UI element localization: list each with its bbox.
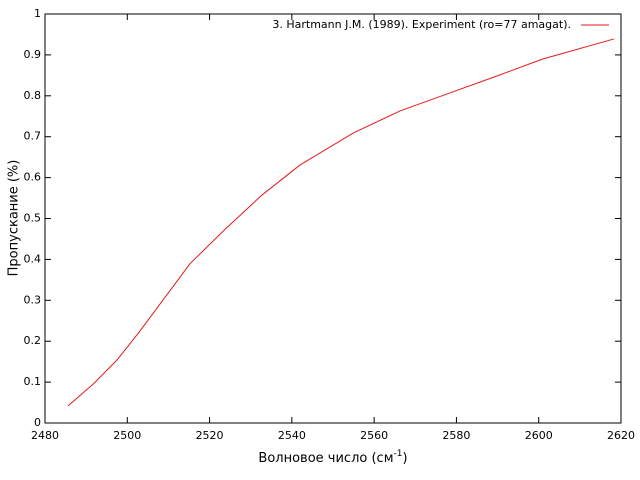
y-axis-title: Пропускание (%) — [7, 160, 22, 277]
data-line — [67, 38, 615, 407]
x-tick-label: 2540 — [278, 429, 306, 442]
x-axis-title-sup: -1 — [394, 449, 403, 459]
x-tick-label: 2520 — [196, 429, 224, 442]
x-axis-title-main: Волновое число (см — [258, 451, 393, 466]
x-axis-title-end: ) — [402, 451, 407, 466]
y-tick-label: 0.6 — [24, 171, 42, 184]
y-tick-label: 0.1 — [24, 375, 42, 388]
x-tick-label: 2480 — [31, 429, 59, 442]
plot-border — [44, 13, 622, 424]
x-axis-title: Волновое число (см-1) — [258, 449, 407, 466]
y-tick-label: 0.7 — [24, 130, 42, 143]
x-tick-label: 2600 — [525, 429, 553, 442]
y-tick-label: 0.4 — [24, 252, 42, 265]
y-tick-label: 0.3 — [24, 293, 42, 306]
y-tick-label: 1 — [34, 7, 41, 20]
y-tick-label: 0.2 — [24, 334, 42, 347]
y-tick-label: 0.8 — [24, 89, 42, 102]
y-tick-label: 0.5 — [24, 212, 42, 225]
y-tick-label: 0.9 — [24, 48, 42, 61]
y-tick-label: 0 — [34, 416, 41, 429]
legend-label: 3. Hartmann J.M. (1989). Experiment (ro=… — [272, 18, 571, 31]
x-tick-label: 2620 — [607, 429, 635, 442]
x-tick-label: 2560 — [360, 429, 388, 442]
x-tick-label: 2500 — [113, 429, 141, 442]
x-tick-label: 2580 — [442, 429, 470, 442]
